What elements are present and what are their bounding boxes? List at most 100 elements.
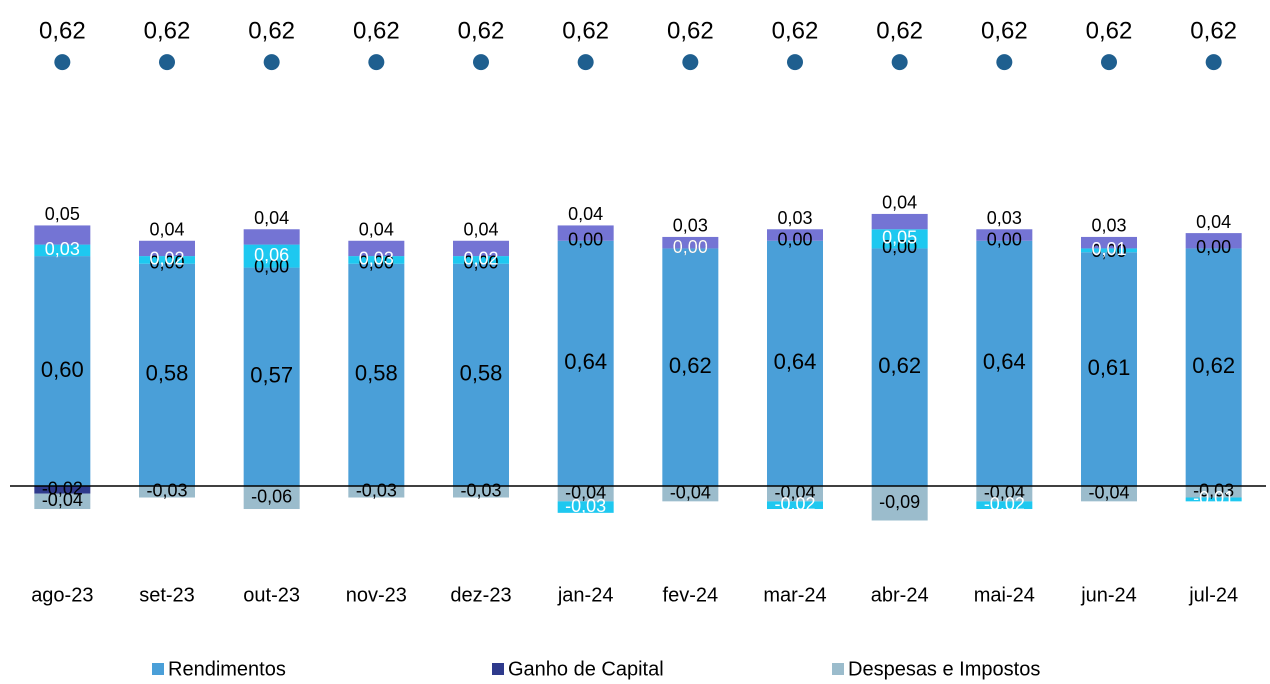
data-label: -0,09 bbox=[879, 492, 920, 512]
bar-segment bbox=[139, 256, 195, 264]
total-dot bbox=[54, 54, 71, 71]
bar-segment bbox=[34, 225, 91, 245]
data-label: 0,60 bbox=[41, 357, 84, 382]
bar-segment bbox=[34, 244, 91, 257]
data-label: 0,62 bbox=[669, 353, 712, 378]
x-tick-label: jul-24 bbox=[1188, 584, 1238, 606]
bar-segment bbox=[557, 240, 614, 487]
bar-segment bbox=[348, 263, 405, 487]
bar-segment bbox=[767, 240, 823, 487]
data-label: 0,03 bbox=[987, 208, 1022, 228]
total-dot bbox=[368, 54, 385, 71]
bar-segment bbox=[453, 256, 509, 264]
data-label: 0,03 bbox=[359, 249, 394, 269]
x-tick-label: jun-24 bbox=[1080, 584, 1137, 606]
total-dot bbox=[682, 54, 699, 71]
bar-segment bbox=[243, 229, 300, 245]
data-label: 0,03 bbox=[45, 239, 80, 259]
x-tick-label: abr-24 bbox=[871, 584, 929, 606]
data-label: -0,01 bbox=[1193, 488, 1234, 508]
bar-segment bbox=[662, 486, 719, 502]
total-dot bbox=[263, 54, 280, 71]
data-label: 0,57 bbox=[250, 363, 293, 388]
data-label: 0,02 bbox=[463, 249, 498, 269]
total-dot bbox=[891, 54, 908, 71]
bar-segment bbox=[871, 213, 928, 230]
total-label: 0,62 bbox=[876, 17, 923, 44]
bar-segment bbox=[871, 248, 928, 487]
bar-segment bbox=[871, 486, 928, 521]
x-tick-label: fev-24 bbox=[663, 584, 719, 606]
data-label: -0,02 bbox=[984, 494, 1025, 514]
legend-swatch bbox=[832, 663, 844, 675]
data-label: 0,00 bbox=[673, 237, 708, 257]
bar-segment bbox=[453, 263, 509, 487]
data-label: 0,03 bbox=[1091, 216, 1126, 236]
data-label: 0,00 bbox=[463, 253, 498, 273]
x-tick-label: set-23 bbox=[139, 584, 195, 606]
data-label: 0,06 bbox=[254, 245, 289, 265]
data-label: 0,04 bbox=[149, 220, 184, 240]
x-tick-label: dez-23 bbox=[450, 584, 511, 606]
data-label: 0,64 bbox=[983, 349, 1026, 374]
bar-segment bbox=[139, 263, 195, 487]
total-dot bbox=[159, 54, 175, 71]
data-label: 0,00 bbox=[359, 253, 394, 273]
bar-segment bbox=[1081, 486, 1137, 502]
bar-segment bbox=[1185, 233, 1242, 249]
data-label: 0,58 bbox=[355, 361, 398, 386]
bar-segment bbox=[243, 267, 300, 487]
data-label: -0,04 bbox=[565, 482, 606, 502]
bar-segment bbox=[767, 229, 823, 241]
data-label: -0,06 bbox=[251, 486, 292, 506]
data-label: 0,01 bbox=[1091, 239, 1126, 259]
total-dot bbox=[577, 54, 594, 71]
bar-segment bbox=[139, 240, 195, 257]
data-label: 0,05 bbox=[882, 228, 917, 248]
bar-segment bbox=[34, 256, 91, 487]
data-label: -0,03 bbox=[146, 481, 187, 501]
total-label: 0,62 bbox=[353, 17, 400, 44]
data-label: 0,00 bbox=[882, 237, 917, 257]
data-label: 0,00 bbox=[777, 230, 812, 250]
legend-label: Despesas e Impostos bbox=[848, 658, 1040, 680]
data-label: 0,00 bbox=[1196, 237, 1231, 257]
data-label: -0,03 bbox=[565, 496, 606, 516]
total-dot bbox=[787, 54, 803, 71]
bar-segment bbox=[976, 501, 1033, 510]
data-label: -0,02 bbox=[774, 494, 815, 514]
bar-segment bbox=[453, 240, 509, 257]
total-label: 0,62 bbox=[562, 17, 609, 44]
bar-segment bbox=[767, 501, 823, 510]
data-label: 0,64 bbox=[564, 349, 607, 374]
data-label: 0,04 bbox=[1196, 212, 1231, 232]
bar-segment bbox=[1081, 248, 1137, 253]
bar-segment bbox=[662, 248, 719, 487]
bar-segment bbox=[1185, 497, 1242, 502]
data-label: -0,03 bbox=[356, 481, 397, 501]
total-dot bbox=[996, 54, 1013, 71]
data-label: 0,64 bbox=[774, 349, 817, 374]
total-label: 0,62 bbox=[772, 17, 819, 44]
data-label: 0,05 bbox=[45, 204, 80, 224]
data-label: 0,00 bbox=[254, 256, 289, 276]
data-label: 0,61 bbox=[1088, 355, 1131, 380]
total-dot bbox=[473, 54, 489, 71]
bar-segment bbox=[348, 240, 405, 257]
data-label: 0,00 bbox=[149, 253, 184, 273]
bar-segment bbox=[348, 256, 405, 264]
data-label: -0,02 bbox=[42, 479, 83, 499]
bar-segment bbox=[1081, 252, 1137, 487]
data-label: 0,04 bbox=[359, 220, 394, 240]
data-label: 0,00 bbox=[1091, 241, 1126, 261]
data-label: 0,03 bbox=[673, 216, 708, 236]
legend-swatch bbox=[492, 663, 504, 675]
x-tick-label: out-23 bbox=[243, 584, 300, 606]
bar-segment bbox=[976, 229, 1033, 241]
data-label: 0,62 bbox=[878, 353, 921, 378]
bar-segment bbox=[1185, 486, 1242, 498]
bar-segment bbox=[976, 486, 1033, 502]
data-label: 0,00 bbox=[673, 237, 708, 257]
bar-segment bbox=[871, 229, 928, 249]
